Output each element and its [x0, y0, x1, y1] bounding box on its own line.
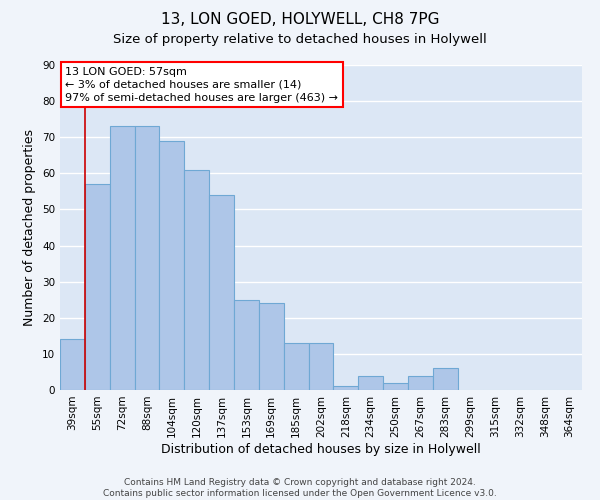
Bar [408, 376, 433, 390]
Bar [209, 195, 234, 390]
Bar [433, 368, 458, 390]
Bar [184, 170, 209, 390]
Y-axis label: Number of detached properties: Number of detached properties [23, 129, 37, 326]
Text: 13 LON GOED: 57sqm
← 3% of detached houses are smaller (14)
97% of semi-detached: 13 LON GOED: 57sqm ← 3% of detached hous… [65, 66, 338, 103]
X-axis label: Distribution of detached houses by size in Holywell: Distribution of detached houses by size … [161, 442, 481, 456]
Bar [160, 141, 184, 390]
Bar [284, 343, 308, 390]
Bar [234, 300, 259, 390]
Bar [110, 126, 134, 390]
Bar [308, 343, 334, 390]
Bar [134, 126, 160, 390]
Bar [358, 376, 383, 390]
Bar [85, 184, 110, 390]
Text: Size of property relative to detached houses in Holywell: Size of property relative to detached ho… [113, 32, 487, 46]
Bar [60, 340, 85, 390]
Text: Contains HM Land Registry data © Crown copyright and database right 2024.
Contai: Contains HM Land Registry data © Crown c… [103, 478, 497, 498]
Bar [383, 383, 408, 390]
Bar [259, 304, 284, 390]
Text: 13, LON GOED, HOLYWELL, CH8 7PG: 13, LON GOED, HOLYWELL, CH8 7PG [161, 12, 439, 28]
Bar [334, 386, 358, 390]
